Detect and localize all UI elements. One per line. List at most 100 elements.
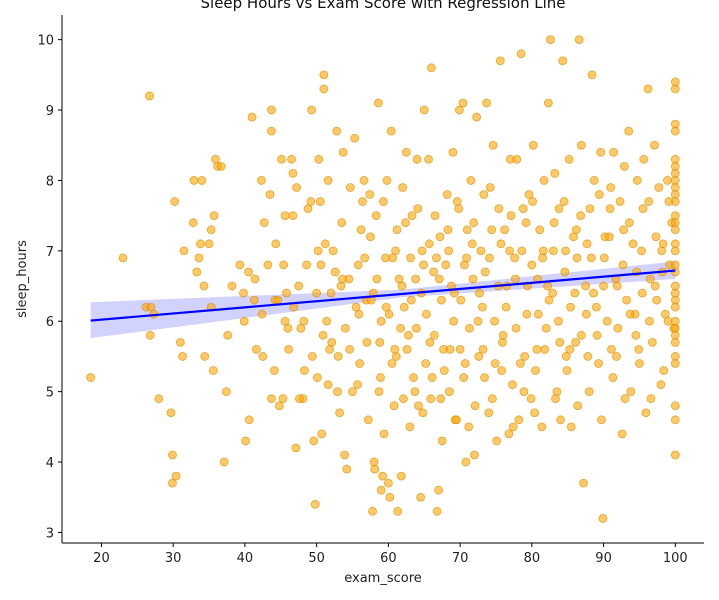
data-point <box>437 295 446 305</box>
data-point <box>562 366 572 375</box>
data-point <box>597 415 606 425</box>
data-point <box>538 253 548 263</box>
data-point <box>189 176 199 185</box>
data-point <box>404 330 413 340</box>
data-point <box>487 225 497 235</box>
data-point <box>548 288 558 298</box>
data-point <box>154 394 164 404</box>
data-point <box>204 239 214 249</box>
data-point <box>531 366 540 375</box>
data-point <box>512 154 522 164</box>
data-point <box>370 464 380 474</box>
data-point <box>411 274 421 284</box>
data-point <box>469 218 479 228</box>
data-point <box>670 359 680 368</box>
data-point <box>239 288 248 298</box>
data-point <box>314 154 324 164</box>
data-point <box>385 492 395 502</box>
data-point <box>398 183 408 192</box>
data-point <box>244 415 254 425</box>
data-point <box>427 373 437 382</box>
data-point <box>602 316 612 326</box>
regression-line <box>90 269 676 322</box>
data-point <box>528 140 538 150</box>
data-point <box>594 190 604 199</box>
data-point <box>510 274 520 284</box>
data-point <box>407 211 417 221</box>
data-point <box>624 218 634 228</box>
y-tick-label: 5 <box>46 386 54 401</box>
data-point <box>405 422 415 432</box>
data-point <box>209 211 219 221</box>
data-point <box>443 225 453 235</box>
y-axis-title: sleep_hours <box>15 240 30 318</box>
data-point <box>429 330 439 340</box>
data-point <box>576 140 586 150</box>
data-point <box>194 253 204 263</box>
data-point <box>372 274 382 284</box>
data-point <box>472 112 482 122</box>
data-point <box>373 98 383 108</box>
data-point <box>251 344 261 354</box>
data-point <box>406 295 416 305</box>
data-point <box>223 330 233 340</box>
data-point <box>490 359 500 368</box>
data-point <box>86 373 96 382</box>
data-point <box>392 225 402 235</box>
data-point <box>257 309 267 319</box>
confidence-band-layer <box>90 261 676 339</box>
data-point <box>348 387 357 397</box>
data-point <box>263 260 273 270</box>
y-tick-label: 7 <box>46 245 54 260</box>
data-point <box>425 337 435 347</box>
data-point <box>317 429 327 439</box>
data-point <box>663 176 672 185</box>
data-point <box>514 415 524 425</box>
data-point <box>474 352 484 361</box>
data-point <box>434 485 443 495</box>
data-point <box>316 260 326 270</box>
data-point <box>641 408 651 418</box>
data-point <box>638 204 648 214</box>
data-point <box>206 225 216 235</box>
data-point <box>650 140 659 150</box>
data-point <box>544 295 554 305</box>
data-point <box>432 506 442 516</box>
data-point <box>558 56 568 66</box>
data-point <box>378 197 388 206</box>
data-point <box>363 415 373 425</box>
data-point <box>442 190 452 199</box>
data-point <box>291 443 301 453</box>
data-point <box>327 337 337 347</box>
data-point <box>383 478 393 488</box>
data-point <box>527 260 537 270</box>
data-point <box>436 394 446 404</box>
data-point <box>559 197 569 206</box>
data-point <box>598 513 608 523</box>
data-point <box>637 246 646 256</box>
data-point <box>537 422 547 432</box>
data-point <box>550 168 560 178</box>
data-point <box>330 267 340 277</box>
data-point <box>535 225 545 235</box>
data-point <box>522 309 532 319</box>
data-point <box>449 316 459 326</box>
data-point <box>426 394 436 404</box>
x-tick-label: 50 <box>308 551 325 566</box>
data-point <box>530 408 540 418</box>
data-point <box>249 295 259 305</box>
data-point <box>546 35 555 45</box>
data-point <box>508 422 518 432</box>
data-point <box>470 450 479 460</box>
data-point <box>452 197 462 206</box>
data-point <box>396 323 405 333</box>
data-point <box>419 105 429 115</box>
data-point <box>473 316 483 326</box>
data-point <box>561 352 571 361</box>
data-point <box>496 239 506 249</box>
data-point <box>533 309 543 319</box>
data-point <box>391 352 401 361</box>
data-point <box>192 267 202 277</box>
data-point <box>365 190 375 199</box>
data-point <box>625 309 635 319</box>
